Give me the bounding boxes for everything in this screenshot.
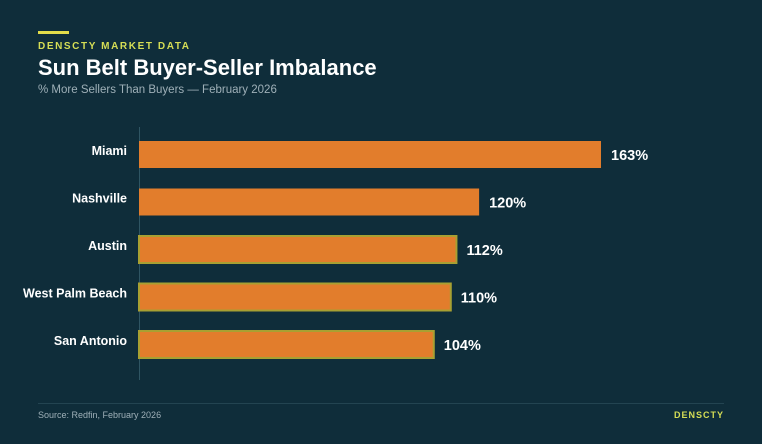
bar-san-antonio [138,330,435,359]
value-label: 104% [444,338,481,354]
category-label: Miami [92,144,127,158]
value-label: 110% [461,291,497,307]
category-label: San Antonio [54,334,128,348]
accent-bar [38,31,69,34]
value-label: 120% [489,196,526,212]
category-label: Nashville [72,192,127,206]
bar-west-palm-beach [138,282,452,312]
value-label: 112% [466,243,502,259]
chart-title: Sun Belt Buyer-Seller Imbalance [38,55,377,80]
brand-logo: DENSCTY [673,410,724,420]
bar-miami [139,141,601,168]
eyebrow: DENSCTY MARKET DATA [38,41,191,52]
value-label: 163% [611,148,648,164]
category-label: Austin [88,239,127,253]
category-label: West Palm Beach [23,287,127,301]
bar-austin [138,235,458,264]
chart-subtitle: % More Sellers Than Buyers — February 20… [38,84,277,96]
footer-divider [38,403,724,404]
bar-nashville [139,188,480,216]
source-note: Source: Redfin, February 2026 [38,410,162,420]
